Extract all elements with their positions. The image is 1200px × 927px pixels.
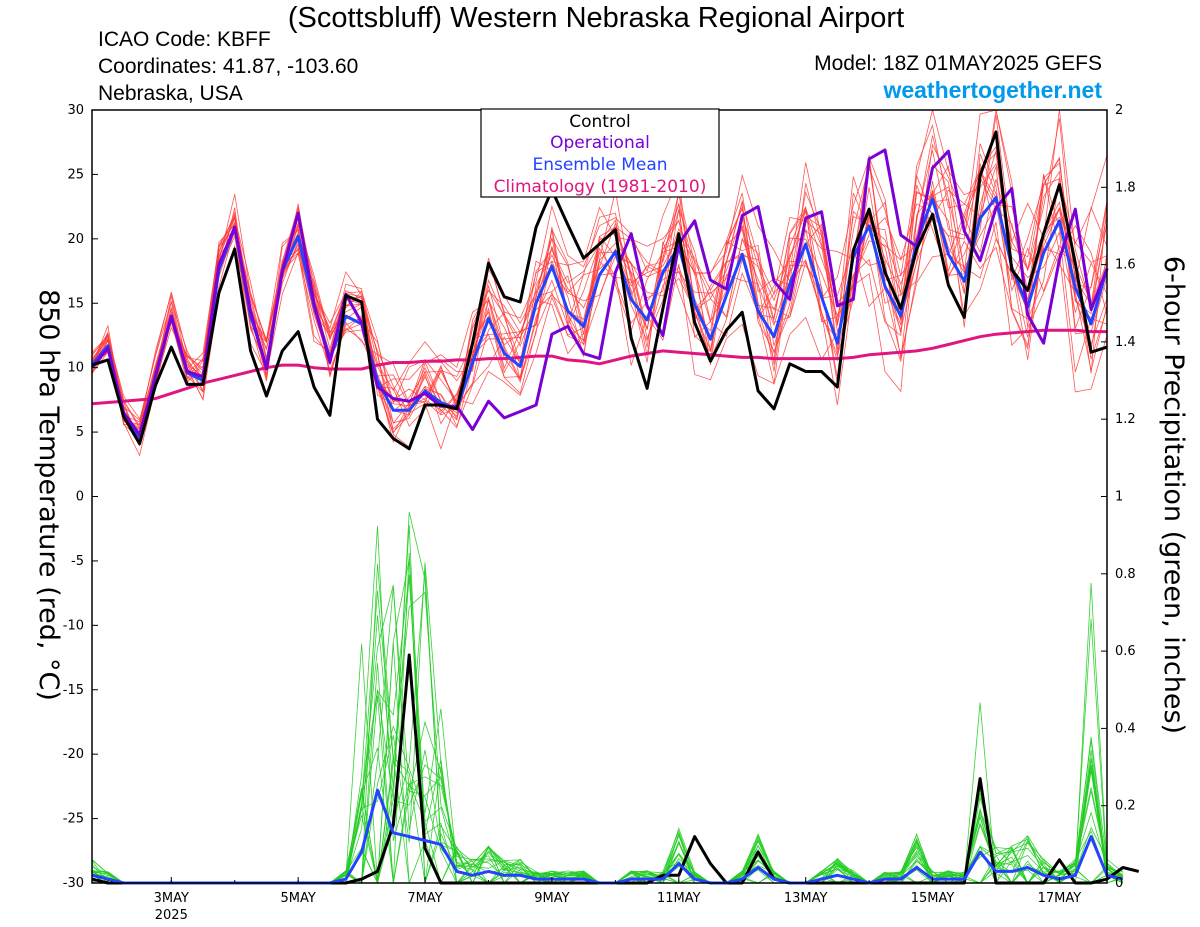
left-tick-label: 0 [76, 490, 84, 505]
right-tick-label: 0.4 [1115, 721, 1136, 736]
x-tick-label: 11MAY [657, 891, 701, 906]
right-tick-label: 1.4 [1115, 335, 1136, 350]
climatology-line [91, 328, 1107, 406]
right-tick-label: 0.2 [1115, 799, 1136, 814]
x-tick-label: 13MAY [784, 891, 828, 906]
right-tick-label: 1.2 [1115, 412, 1136, 427]
icao-code: ICAO Code: KBFF [98, 28, 271, 51]
precip-ensemble-members [91, 511, 1124, 885]
model-run: Model: 18Z 01MAY2025 GEFS [814, 52, 1102, 75]
right-tick-label: 1 [1115, 490, 1123, 505]
right-tick-label: 1.6 [1115, 258, 1136, 273]
right-axis-label: 6-hour Precipitation (green, inches) [1158, 256, 1189, 734]
legend-box [480, 108, 720, 198]
legend-operational: Operational [550, 133, 650, 153]
left-axis-label: 850 hPa Temperature (red, °C) [33, 289, 64, 701]
right-tick-label: 1.8 [1115, 180, 1136, 195]
left-tick-label: 10 [67, 361, 84, 376]
x-tick-label: 7MAY [407, 891, 442, 906]
operational-temp-line [90, 148, 1109, 437]
x-tick-label: 17MAY [1038, 891, 1082, 906]
left-tick-label: 5 [76, 425, 84, 440]
right-tick-label: 0.8 [1115, 567, 1136, 582]
precip-member-line [92, 511, 1124, 884]
left-tick-label: 20 [67, 232, 84, 247]
legend-control: Control [569, 112, 630, 132]
temp-member-line [91, 135, 1108, 438]
left-tick-label: -30 [63, 876, 84, 891]
left-tick-label: -5 [71, 554, 84, 569]
left-tick-label: -20 [63, 747, 84, 762]
temp-member-line [91, 192, 1108, 457]
temp-member-line [91, 109, 1108, 430]
precip-member-line [91, 587, 1124, 884]
left-tick-label: -15 [63, 683, 84, 698]
site-link[interactable]: weathertogether.net [883, 77, 1102, 103]
coordinates: Coordinates: 41.87, -103.60 [98, 55, 359, 78]
precip-member-line [91, 524, 1124, 884]
control-temp-line [91, 130, 1108, 451]
temp-member-line [91, 153, 1108, 429]
right-tick-label: 0.6 [1115, 644, 1136, 659]
x-tick-label: 3MAY [154, 891, 189, 906]
region: Nebraska, USA [98, 82, 243, 105]
left-tick-label: 15 [67, 296, 84, 311]
x-tick-label: 5MAY [281, 891, 316, 906]
precip-member-line [91, 525, 1124, 884]
x-tick-year: 2025 [155, 908, 188, 923]
legend-ensemble-mean: Ensemble Mean [532, 155, 667, 175]
x-tick-label: 15MAY [911, 891, 955, 906]
right-tick-label: 0 [1115, 876, 1123, 891]
left-tick-label: 30 [67, 103, 84, 118]
legend: Control Operational Ensemble Mean Climat… [480, 108, 720, 198]
legend-climatology: Climatology (1981-2010) [494, 177, 707, 197]
x-tick-label: 9MAY [534, 891, 569, 906]
left-tick-label: -25 [63, 812, 84, 827]
right-tick-label: 2 [1115, 103, 1123, 118]
temp-member-line [91, 150, 1108, 428]
left-tick-label: 25 [67, 167, 84, 182]
chart-title: (Scottsbluff) Western Nebraska Regional … [287, 2, 905, 34]
left-tick-label: -10 [63, 618, 84, 633]
